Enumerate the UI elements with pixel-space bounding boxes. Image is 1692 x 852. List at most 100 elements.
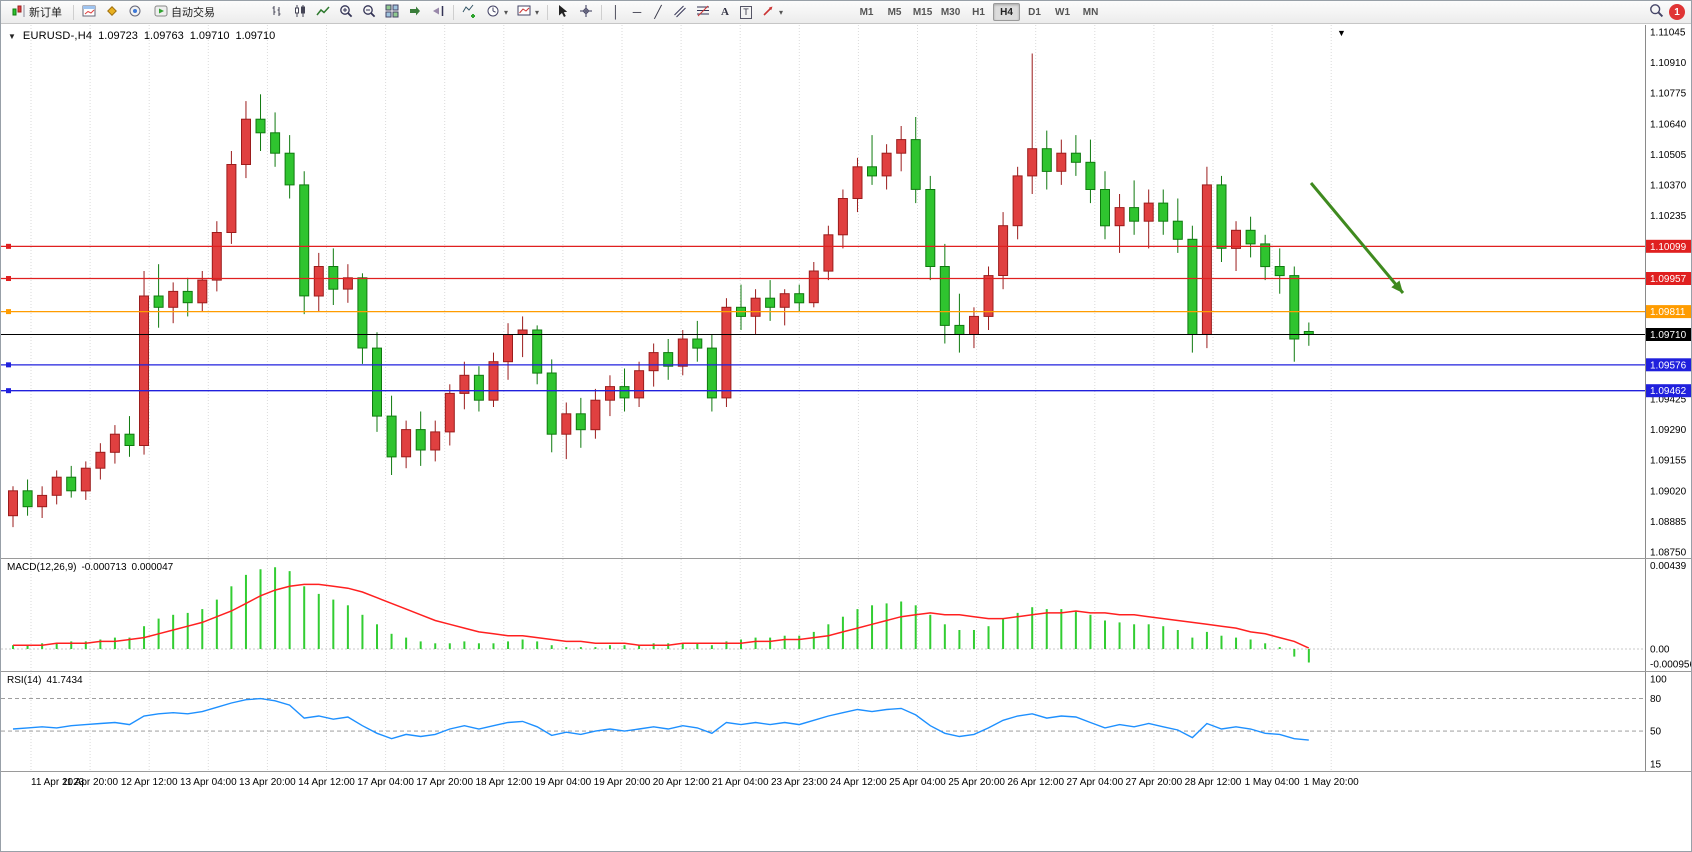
templates-icon <box>517 4 531 21</box>
timeframe-m1-button[interactable]: M1 <box>853 3 880 21</box>
price-tick-label: 1.08885 <box>1650 517 1687 528</box>
cursor-button[interactable] <box>552 2 574 22</box>
price-badge-label: 1.09957 <box>1650 274 1687 285</box>
periods-clock-icon <box>486 4 500 21</box>
price-tick-label: 1.08750 <box>1650 548 1687 559</box>
price-tick-label: 1.11045 <box>1650 28 1686 39</box>
auto-scroll-button[interactable] <box>404 2 426 22</box>
autotrade-button[interactable]: 自动交易 <box>147 2 222 22</box>
text-tool-icon: A <box>721 6 729 18</box>
chart-shift-icon <box>431 4 445 21</box>
chart-window-button[interactable] <box>78 2 100 22</box>
macd-value: -0.000713 <box>81 562 127 573</box>
channel-tool-button[interactable] <box>669 2 691 22</box>
market-watch-button[interactable] <box>101 2 123 22</box>
text-tool-button[interactable]: A <box>715 2 735 22</box>
price-tick-label: 1.10235 <box>1650 211 1687 222</box>
search-button[interactable] <box>1645 2 1668 22</box>
timeframe-m5-button[interactable]: M5 <box>881 3 908 21</box>
time-tick-label: 17 Apr 04:00 <box>357 777 414 788</box>
arrow-annotation[interactable] <box>1309 182 1405 294</box>
autotrade-label: 自动交易 <box>171 7 215 19</box>
chart-shift-button[interactable] <box>427 2 449 22</box>
macd-panel[interactable]: 0.00439 0.00 -0.000956 <box>1 561 1692 671</box>
price-badge-label: 1.10099 <box>1650 242 1687 253</box>
time-tick-label: 27 Apr 04:00 <box>1066 777 1123 788</box>
price-tick-label: 1.10370 <box>1650 180 1687 191</box>
navigator-button[interactable] <box>124 2 146 22</box>
time-tick-label: 11 Apr 2023 <box>31 777 85 788</box>
trendline-tool-button[interactable]: ╱ <box>648 2 668 22</box>
navigator-icon <box>128 4 142 21</box>
line-anchor-handle <box>6 388 11 394</box>
level-lines-layer[interactable] <box>1 243 1645 394</box>
price-badge <box>1646 239 1691 253</box>
fibonacci-icon <box>696 4 710 21</box>
rsi-panel[interactable]: 100 80 50 15 <box>1 675 1667 771</box>
symbol-period-label: EURUSD-,H4 <box>22 30 93 42</box>
price-tick-label: 1.10505 <box>1650 150 1687 161</box>
time-tick-label: 18 Apr 12:00 <box>475 777 532 788</box>
rsi-value: 41.7434 <box>46 675 83 686</box>
fibonacci-tool-button[interactable] <box>692 2 714 22</box>
text-label-tool-button[interactable]: T <box>736 2 756 22</box>
tile-windows-button[interactable] <box>381 2 403 22</box>
trendline-icon: ╱ <box>654 5 662 19</box>
zoom-in-button[interactable] <box>335 2 357 22</box>
bar-chart-button[interactable] <box>266 2 288 22</box>
crosshair-icon <box>579 4 593 21</box>
one-click-trading-button[interactable]: ▼ <box>8 32 16 41</box>
line-chart-button[interactable] <box>312 2 334 22</box>
notification-badge[interactable]: 1 <box>1669 4 1685 20</box>
price-badge-label: 1.09710 <box>1650 330 1687 341</box>
price-badge-label: 1.09462 <box>1650 386 1687 397</box>
macd-label: MACD(12,26,9) -0.000713 0.000047 <box>7 562 173 573</box>
new-order-icon <box>12 4 26 21</box>
market-watch-icon <box>105 4 119 21</box>
zoom-in-icon <box>339 4 353 21</box>
line-anchor-handle <box>6 309 11 315</box>
candlestick-chart-button[interactable] <box>289 2 311 22</box>
timeframe-mn-button[interactable]: MN <box>1077 3 1104 21</box>
vertical-line-icon: │ <box>612 5 620 19</box>
time-tick-label: 21 Apr 04:00 <box>712 777 769 788</box>
time-tick-label: 26 Apr 12:00 <box>1007 777 1064 788</box>
timeframe-m30-button[interactable]: M30 <box>937 3 964 21</box>
arrows-tool-button[interactable]: ▾ <box>757 2 787 22</box>
timeframe-h1-button[interactable]: H1 <box>965 3 992 21</box>
new-order-button[interactable]: 新订单 <box>5 2 69 22</box>
timeframe-h4-button[interactable]: H4 <box>993 3 1021 21</box>
vertical-line-tool-button[interactable]: │ <box>606 2 626 22</box>
timeframe-m15-button[interactable]: M15 <box>909 3 936 21</box>
time-tick-label: 19 Apr 20:00 <box>594 777 651 788</box>
timeframe-w1-button[interactable]: W1 <box>1049 3 1076 21</box>
rsi-tick-label: 15 <box>1650 760 1662 771</box>
cursor-icon <box>556 4 570 21</box>
rsi-tick-label: 80 <box>1650 694 1662 705</box>
timeframe-d1-button[interactable]: D1 <box>1021 3 1048 21</box>
periods-button[interactable]: ▾ <box>482 2 512 22</box>
indicators-button[interactable] <box>458 2 481 22</box>
dropdown-arrow-icon: ▾ <box>504 7 509 17</box>
rsi-title: RSI(14) <box>7 675 42 686</box>
time-tick-label: 24 Apr 12:00 <box>830 777 887 788</box>
close-value: 1.09710 <box>235 30 276 42</box>
toolbar-separator <box>547 4 549 20</box>
crosshair-button[interactable] <box>575 2 597 22</box>
templates-button[interactable]: ▾ <box>513 2 543 22</box>
dropdown-arrow-icon: ▾ <box>535 7 540 17</box>
time-tick-label: 23 Apr 23:00 <box>771 777 828 788</box>
price-axis[interactable]: 1.11045 1.10910 1.10775 1.10640 1.10505 1.103… <box>1645 25 1692 771</box>
new-order-label: 新订单 <box>29 7 62 19</box>
macd-tick-label: -0.000956 <box>1650 660 1692 671</box>
zoom-out-button[interactable] <box>358 2 380 22</box>
text-label-icon: T <box>740 5 752 19</box>
high-value: 1.09763 <box>143 30 184 42</box>
line-chart-icon <box>316 4 330 21</box>
horizontal-line-tool-button[interactable]: ─ <box>627 2 647 22</box>
bar-chart-icon <box>270 4 284 21</box>
toolbar-separator <box>73 4 74 20</box>
price-tick-label: 1.09155 <box>1650 456 1687 467</box>
